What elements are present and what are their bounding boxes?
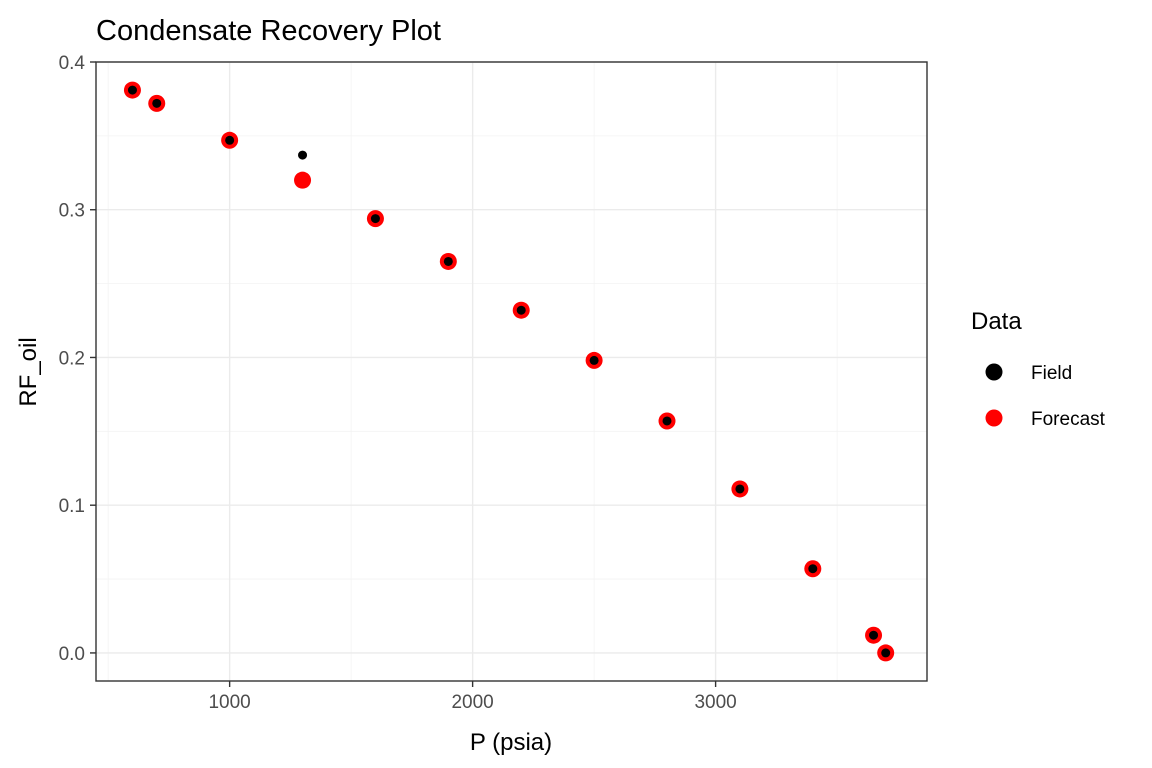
field-point — [662, 416, 672, 426]
legend-item-field-label: Field — [1031, 363, 1072, 384]
y-tick-label: 0.0 — [59, 644, 85, 665]
y-tick-label: 0.2 — [59, 348, 85, 369]
y-tick-label: 0.4 — [59, 53, 86, 74]
field-point — [869, 630, 879, 640]
plot-panel-border — [95, 61, 928, 682]
field-point — [881, 648, 891, 658]
chart-title: Condensate Recovery Plot — [96, 15, 441, 47]
x-axis-title: P (psia) — [470, 729, 552, 756]
field-point — [298, 150, 308, 160]
y-tick-label: 0.3 — [59, 201, 85, 222]
field-point — [225, 135, 235, 145]
x-tick-label: 3000 — [694, 692, 736, 713]
field-point — [443, 256, 453, 266]
forecast-point — [294, 171, 312, 189]
legend-title: Data — [971, 308, 1022, 335]
x-tick-label: 1000 — [208, 692, 250, 713]
legend: Data Field Forecast — [971, 308, 1106, 430]
field-point — [808, 564, 818, 574]
plot-area: 1000 2000 3000 0.0 0.1 0.2 0.3 0.4 — [59, 53, 928, 713]
field-point — [516, 305, 526, 315]
y-tick-label: 0.1 — [59, 496, 85, 517]
legend-item-field-key — [985, 363, 1003, 381]
field-point — [735, 484, 745, 494]
field-point — [589, 355, 599, 365]
y-axis-title: RF_oil — [15, 337, 42, 406]
legend-item-forecast-key — [985, 409, 1003, 427]
field-point — [152, 98, 162, 108]
field-point — [370, 214, 380, 224]
field-point — [127, 85, 137, 95]
legend-item-forecast-label: Forecast — [1031, 409, 1106, 430]
x-tick-label: 2000 — [451, 692, 493, 713]
